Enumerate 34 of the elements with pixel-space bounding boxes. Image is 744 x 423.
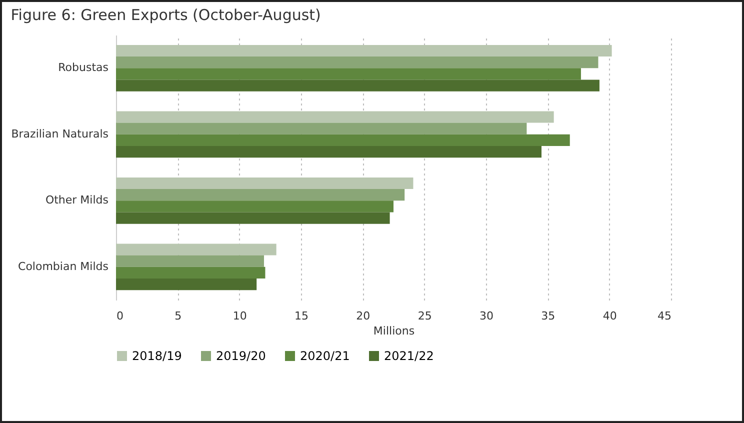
bar xyxy=(116,189,405,201)
x-tick-label: 20 xyxy=(356,310,370,322)
bar xyxy=(116,146,542,158)
bar xyxy=(116,134,570,146)
y-tick-label: Other Milds xyxy=(45,194,109,207)
y-tick-label: Brazilian Naturals xyxy=(11,127,109,140)
x-tick-label: 35 xyxy=(541,310,556,322)
x-tick-label: 15 xyxy=(294,310,308,322)
legend-label: 2020/21 xyxy=(300,349,350,363)
bar xyxy=(116,80,600,92)
chart-title: Figure 6: Green Exports (October-August) xyxy=(10,6,321,24)
bar xyxy=(116,56,598,68)
legend-label: 2019/20 xyxy=(216,349,266,363)
x-tick-label: 5 xyxy=(174,310,182,322)
x-tick-label: 45 xyxy=(658,310,672,322)
bar xyxy=(116,68,581,80)
bar xyxy=(116,177,414,190)
legend-label: 2021/22 xyxy=(384,349,434,363)
bar xyxy=(116,266,266,278)
x-axis-title: Millions xyxy=(373,324,415,338)
bar xyxy=(116,122,527,134)
y-tick-label: Colombian Milds xyxy=(18,260,109,273)
x-tick-label: 30 xyxy=(480,310,494,322)
x-tick-label: 0 xyxy=(116,310,124,322)
bar xyxy=(116,255,264,267)
bar xyxy=(116,278,257,290)
y-tick-label: Robustas xyxy=(58,61,109,74)
x-tick-label: 25 xyxy=(418,310,432,322)
legend-label: 2018/19 xyxy=(132,349,182,363)
x-tick-label: 10 xyxy=(232,310,247,322)
bar xyxy=(116,212,390,224)
bar xyxy=(116,244,276,256)
x-tick-label: 40 xyxy=(602,310,617,322)
bar xyxy=(116,200,394,212)
